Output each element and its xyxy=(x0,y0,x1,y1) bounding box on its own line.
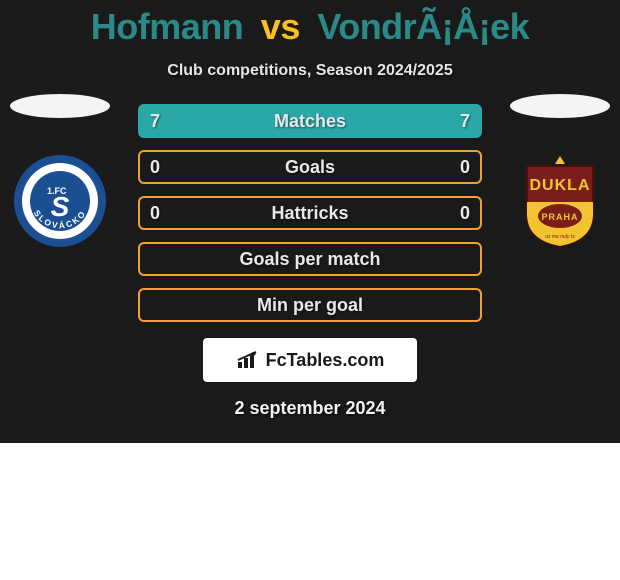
right-team-column: DUKLA PRAHA us me nuly ts xyxy=(510,94,610,248)
left-team-column: FOTBALOVÝ KLUB SLOVÁCKO 1.FC S xyxy=(10,94,110,248)
svg-text:PRAHA: PRAHA xyxy=(541,212,578,222)
stat-label: Goals xyxy=(174,157,446,178)
stat-left-value: 0 xyxy=(150,157,174,178)
branding-text: FcTables.com xyxy=(266,350,385,371)
stat-row: Min per goal xyxy=(138,288,482,322)
bars-icon xyxy=(236,350,260,370)
stat-row: 7Matches7 xyxy=(138,104,482,138)
stat-label: Hattricks xyxy=(174,203,446,224)
stat-label: Min per goal xyxy=(174,295,446,316)
compare-area: FOTBALOVÝ KLUB SLOVÁCKO 1.FC S xyxy=(0,104,620,322)
stat-left-value: 0 xyxy=(150,203,174,224)
stat-left-value: 7 xyxy=(150,111,174,132)
slovacko-crest-icon: FOTBALOVÝ KLUB SLOVÁCKO 1.FC S xyxy=(13,154,107,248)
player1-name: Hofmann xyxy=(91,6,244,47)
page-title: Hofmann vs VondrÃ¡Å¡ek xyxy=(0,0,620,52)
team-badge-dukla: DUKLA PRAHA us me nuly ts xyxy=(513,154,607,248)
stat-row: 0Hattricks0 xyxy=(138,196,482,230)
branding-box[interactable]: FcTables.com xyxy=(203,338,417,382)
stat-rows: 7Matches70Goals00Hattricks0Goals per mat… xyxy=(138,104,482,322)
stat-right-value: 7 xyxy=(446,111,470,132)
player2-name: VondrÃ¡Å¡ek xyxy=(317,6,529,47)
svg-text:DUKLA: DUKLA xyxy=(530,177,591,194)
comparison-card: Hofmann vs VondrÃ¡Å¡ek Club competitions… xyxy=(0,0,620,443)
svg-text:S: S xyxy=(51,191,70,222)
stat-right-value: 0 xyxy=(446,157,470,178)
stat-row: 0Goals0 xyxy=(138,150,482,184)
player1-silhouette xyxy=(10,94,110,118)
stat-right-value: 0 xyxy=(446,203,470,224)
stat-label: Goals per match xyxy=(174,249,446,270)
team-badge-slovacko: FOTBALOVÝ KLUB SLOVÁCKO 1.FC S xyxy=(13,154,107,248)
player2-silhouette xyxy=(510,94,610,118)
dukla-crest-icon: DUKLA PRAHA us me nuly ts xyxy=(513,154,607,248)
svg-text:us me nuly ts: us me nuly ts xyxy=(545,234,575,240)
date-label: 2 september 2024 xyxy=(0,382,620,419)
vs-label: vs xyxy=(261,6,300,47)
stat-label: Matches xyxy=(174,111,446,132)
stat-row: Goals per match xyxy=(138,242,482,276)
